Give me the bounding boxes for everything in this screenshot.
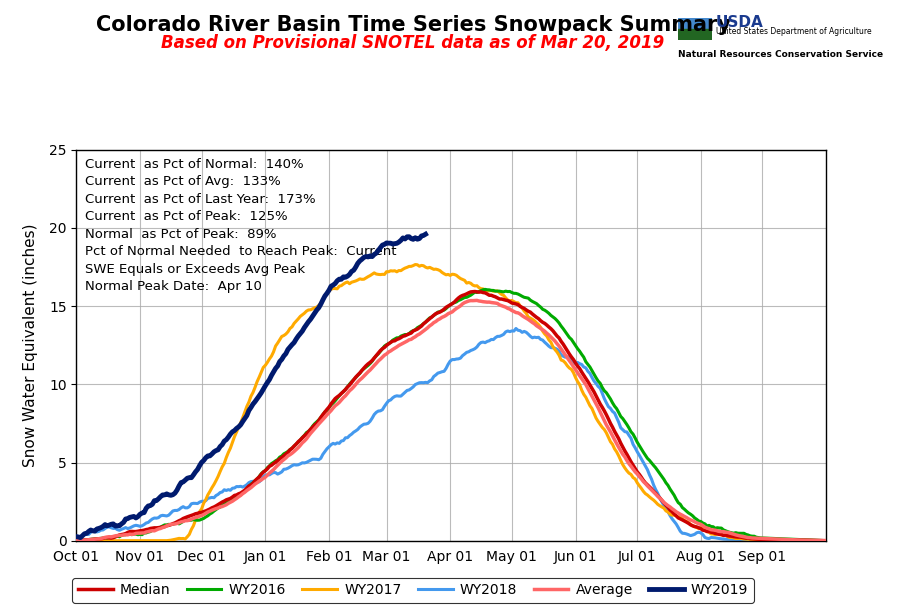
- WY2016: [71, 537, 82, 544]
- WY2017: [586, 405, 597, 412]
- WY2017: [478, 285, 489, 293]
- WY2016: [198, 514, 209, 522]
- Median: [628, 461, 638, 469]
- Line: Median: Median: [76, 291, 826, 541]
- Average: [586, 392, 597, 400]
- Median: [470, 288, 480, 295]
- Average: [71, 537, 82, 544]
- WY2018: [511, 325, 522, 332]
- Line: Average: Average: [76, 301, 826, 541]
- Average: [225, 499, 236, 506]
- Average: [471, 297, 482, 304]
- WY2018: [821, 537, 832, 544]
- WY2018: [71, 533, 82, 540]
- Median: [198, 508, 209, 515]
- Average: [198, 511, 209, 518]
- Line: WY2019: WY2019: [76, 234, 426, 538]
- WY2017: [821, 537, 832, 544]
- Average: [478, 298, 489, 306]
- Text: Colorado River Basin Time Series Snowpack Summary: Colorado River Basin Time Series Snowpac…: [95, 15, 731, 35]
- WY2017: [409, 261, 420, 268]
- Average: [821, 537, 832, 544]
- WY2016: [628, 430, 638, 437]
- Median: [145, 525, 155, 532]
- Text: Based on Provisional SNOTEL data as of Mar 20, 2019: Based on Provisional SNOTEL data as of M…: [162, 34, 665, 51]
- Median: [821, 537, 832, 544]
- WY2018: [586, 374, 597, 381]
- WY2016: [476, 287, 487, 295]
- Line: WY2016: WY2016: [76, 290, 826, 541]
- Line: WY2018: WY2018: [76, 329, 826, 541]
- WY2016: [480, 286, 490, 293]
- WY2018: [225, 486, 236, 494]
- Average: [628, 466, 638, 473]
- WY2019: [145, 502, 155, 509]
- WY2019: [198, 457, 209, 464]
- Text: Natural Resources Conservation Service: Natural Resources Conservation Service: [678, 50, 883, 59]
- WY2017: [71, 537, 82, 544]
- Bar: [678, 18, 712, 29]
- Median: [586, 385, 597, 392]
- WY2017: [225, 444, 236, 452]
- Bar: [678, 29, 712, 40]
- WY2016: [225, 496, 236, 503]
- Text: USDA: USDA: [716, 15, 763, 31]
- WY2018: [198, 497, 209, 505]
- WY2016: [821, 537, 832, 544]
- WY2017: [145, 537, 155, 544]
- Line: WY2017: WY2017: [76, 265, 826, 541]
- WY2018: [628, 441, 638, 448]
- WY2018: [145, 517, 155, 524]
- Average: [145, 527, 155, 535]
- Median: [71, 537, 82, 544]
- WY2019: [225, 430, 236, 437]
- Y-axis label: Snow Water Equivalent (inches): Snow Water Equivalent (inches): [22, 224, 38, 467]
- WY2017: [198, 499, 209, 507]
- WY2019: [71, 533, 82, 540]
- Text: Current  as Pct of Normal:  140%
Current  as Pct of Avg:  133%
Current  as Pct o: Current as Pct of Normal: 140% Current a…: [85, 158, 397, 293]
- WY2016: [586, 367, 597, 375]
- Text: United States Department of Agriculture: United States Department of Agriculture: [716, 27, 871, 37]
- Median: [225, 495, 236, 502]
- WY2017: [628, 474, 638, 481]
- WY2016: [145, 528, 155, 535]
- Median: [478, 289, 489, 296]
- Legend: Median, WY2016, WY2017, WY2018, Average, WY2019: Median, WY2016, WY2017, WY2018, Average,…: [72, 578, 754, 603]
- WY2018: [476, 339, 487, 346]
